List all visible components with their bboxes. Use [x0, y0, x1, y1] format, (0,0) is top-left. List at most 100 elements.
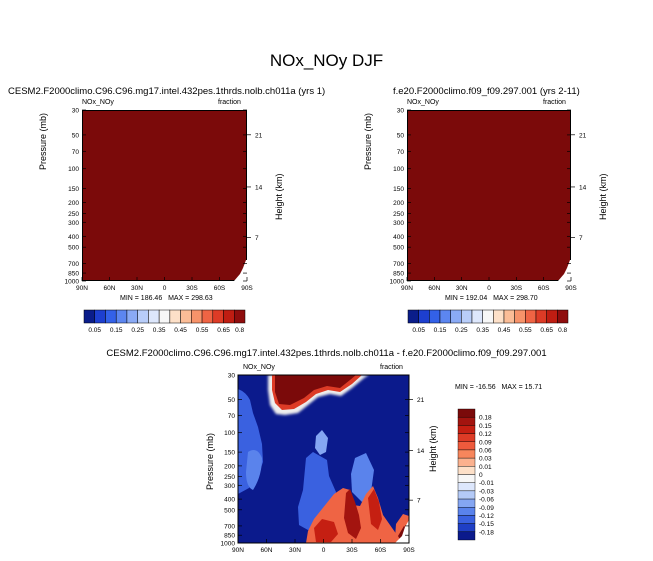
colorbar-2-label-7: 0.8 [558, 327, 567, 334]
colorbar-3-label-3: 0.09 [479, 439, 492, 446]
panel-3-ytick-label-2: 70 [228, 413, 236, 420]
panel-1-ytick-label-9: 500 [68, 245, 79, 252]
panel-2-ytick-label-0: 30 [397, 108, 405, 115]
panel-3-variable-label: NOx_NOy [243, 364, 275, 371]
panel-3-ytick-label-7: 300 [224, 483, 235, 490]
colorbar-3-swatch-8 [457, 474, 476, 483]
panel-1-ytick-label-4: 150 [68, 186, 79, 193]
panel-3-ytick-right-label-1: 14 [417, 448, 425, 455]
colorbar-1-swatch-12 [212, 309, 224, 324]
panel-3-ytick-label-6: 250 [224, 474, 235, 481]
panel-3-ytick-label-1: 50 [228, 397, 236, 404]
panel-3-positive-lower-core-3 [314, 519, 338, 542]
colorbar-2-label-5: 0.55 [519, 327, 532, 334]
panel-3-max-label: MAX = 15.71 [501, 384, 543, 391]
panel-3-ytick-label-11: 850 [224, 533, 235, 540]
colorbar-2-swatch-10 [514, 309, 526, 324]
colorbar-2-swatch-11 [525, 309, 537, 324]
colorbar-1-swatch-3 [115, 309, 128, 324]
panel-1-min-label: MIN = 186.46 [120, 295, 163, 302]
colorbar-3-swatch-2 [457, 425, 476, 434]
panel-3-units-label: fraction [380, 364, 403, 371]
panel-3-ytick-right-label-2: 7 [417, 498, 421, 505]
colorbar-1-label-6: 0.65 [217, 327, 230, 334]
panel-2-ytick-label-8: 400 [393, 234, 404, 241]
colorbar-3-swatch-13 [457, 515, 476, 524]
colorbar-1-swatch-7 [158, 309, 171, 324]
panel-1-ytick-label-5: 200 [68, 200, 79, 207]
panel-2-variable-label: NOx_NOy [407, 99, 439, 106]
colorbar-1-swatch-6 [148, 309, 160, 324]
colorbar-1-label-3: 0.35 [153, 327, 166, 334]
colorbar-1-swatch-9 [180, 309, 192, 324]
panel-3-positive-upper-core [275, 375, 356, 405]
panel-1-units-label: fraction [218, 99, 241, 106]
panel-2-xtick-label-4: 30S [511, 285, 523, 292]
colorbar-1-swatch-14 [234, 309, 246, 324]
colorbar-2-label-2: 0.25 [455, 327, 468, 334]
panel-2-xtick-label-3: 0 [487, 285, 491, 292]
panel-3-minmax: MIN = -16.56 MAX = 15.71 [455, 384, 542, 391]
panel-3-negative-band-right [351, 453, 374, 502]
panel-2-ytick-label-1: 50 [397, 132, 405, 139]
panel-3-ytick-label-4: 150 [224, 450, 235, 457]
colorbar-1-swatch-13 [223, 309, 235, 324]
colorbar-3-label-14: -0.18 [479, 529, 494, 536]
panel-3-xtick-label-1: 60N [261, 547, 273, 554]
panel-2-ytick-label-9: 500 [393, 245, 404, 252]
panel-3-negative-patch-upper [315, 430, 328, 455]
panel-1-ytick-label-10: 700 [68, 261, 79, 268]
colorbar-3-swatch-14 [457, 523, 476, 533]
colorbar-2-swatch-7 [482, 309, 494, 324]
panel-2-min-label: MIN = 192.04 [445, 295, 488, 302]
panel-2-ytick-label-4: 150 [393, 186, 404, 193]
panel-1-ytick-label-6: 250 [68, 211, 79, 218]
colorbar-1-label-5: 0.55 [196, 327, 209, 334]
panel-1-title: CESM2.F2000climo.C96.C96.mg17.intel.432p… [8, 86, 326, 97]
colorbar-2-swatch-13 [546, 309, 558, 324]
panel-3-positive-lower-core-2 [368, 489, 382, 530]
colorbar-1-label-7: 0.8 [235, 327, 244, 334]
panel-2-ytick-right-label-1: 14 [579, 184, 587, 191]
panel-2-ytick-label-11: 850 [393, 271, 404, 278]
panel-2-xtick-label-6: 90S [565, 285, 577, 292]
panel-1-xtick-label-6: 90S [241, 285, 253, 292]
colorbar-3-label-6: 0.01 [479, 464, 492, 471]
colorbar-1-swatch-4 [126, 309, 138, 324]
panel-3-title: CESM2.F2000climo.C96.C96.mg17.intel.432p… [106, 348, 547, 359]
panel-2-minmax: MIN = 192.04 MAX = 298.70 [445, 295, 538, 302]
colorbar-2-label-4: 0.45 [498, 327, 511, 334]
colorbar-3-label-12: -0.12 [479, 513, 494, 520]
panel-1-xtick-label-3: 0 [163, 285, 167, 292]
panel-2-ytick-label-5: 200 [393, 200, 404, 207]
colorbar-2-label-3: 0.35 [476, 327, 489, 334]
colorbar-3-swatch-15 [457, 531, 476, 541]
colorbar-2-swatch-6 [471, 309, 483, 324]
colorbar-2-swatch-12 [535, 309, 547, 324]
panel-1-topography-mask [234, 260, 247, 281]
panel-2-xtick-label-5: 60S [538, 285, 550, 292]
colorbar-2-label-1: 0.15 [434, 327, 447, 334]
colorbar-3-swatch-4 [457, 441, 476, 451]
colorbar-2-swatch-8 [493, 309, 505, 324]
panel-3-ytick-label-3: 100 [224, 430, 235, 437]
panel-3-xtick-label-5: 60S [375, 547, 387, 554]
colorbar-3-swatch-7 [457, 466, 476, 475]
panel-2-ytick-right-label-0: 21 [579, 132, 587, 139]
panel-3-ytick-right-label-0: 21 [417, 397, 425, 404]
panel-2-ytick-right-label-2: 7 [579, 235, 583, 242]
colorbar-2-swatch-4 [450, 309, 462, 324]
panel-1-xtick-label-2: 30N [131, 285, 143, 292]
colorbar-1-swatch-11 [201, 309, 214, 324]
panel-3-ytick-label-12: 1000 [221, 541, 236, 548]
panel-1-ytick-label-2: 70 [72, 149, 80, 156]
colorbar-1-label-2: 0.25 [131, 327, 144, 334]
panel-2-ytick-label-12: 1000 [390, 279, 405, 286]
panel-1-ytick-label-3: 100 [68, 166, 79, 173]
panel-1-xtick-label-1: 60N [104, 285, 116, 292]
colorbar-2-swatch-1 [418, 309, 430, 324]
panel-2-plot-area [407, 110, 571, 281]
